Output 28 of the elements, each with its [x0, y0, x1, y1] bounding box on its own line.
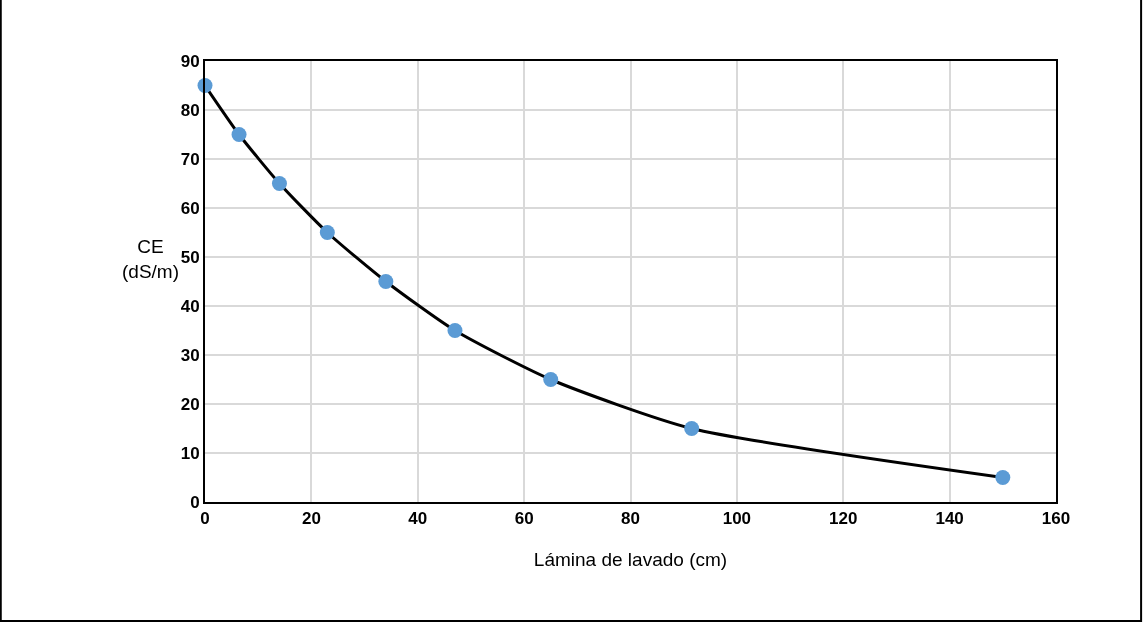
y-tick-label: 60: [180, 198, 200, 218]
point: [378, 274, 394, 289]
point: [684, 421, 700, 436]
y-tick-label: 90: [180, 51, 200, 71]
y-tick-label: 70: [180, 149, 200, 169]
point: [319, 225, 335, 240]
x-tick-label: 60: [514, 509, 534, 529]
y-axis-title: CE (dS/m): [122, 236, 179, 282]
y-tick-label: 10: [180, 443, 200, 463]
x-tick-label: 40: [408, 509, 428, 529]
y-tick-label: 30: [180, 345, 200, 365]
y-tick-label: 50: [180, 247, 200, 267]
x-tick-label: 120: [829, 509, 858, 529]
y-tick-label: 80: [180, 100, 200, 120]
x-tick-label: 20: [301, 509, 321, 529]
y-tick-label: 40: [180, 296, 200, 316]
y-tick-label: 20: [180, 394, 200, 414]
point: [543, 372, 559, 387]
point: [447, 323, 463, 338]
y-tick-label: 0: [190, 492, 200, 512]
point: [271, 176, 287, 191]
x-tick-label: 160: [1041, 509, 1071, 529]
x-tick-label: 140: [935, 509, 964, 529]
point: [231, 127, 247, 142]
x-tick-label: 80: [621, 509, 640, 529]
x-axis-title: Lámina de lavado (cm): [533, 548, 728, 570]
x-tick-label: 100: [722, 509, 752, 529]
point: [995, 470, 1011, 485]
